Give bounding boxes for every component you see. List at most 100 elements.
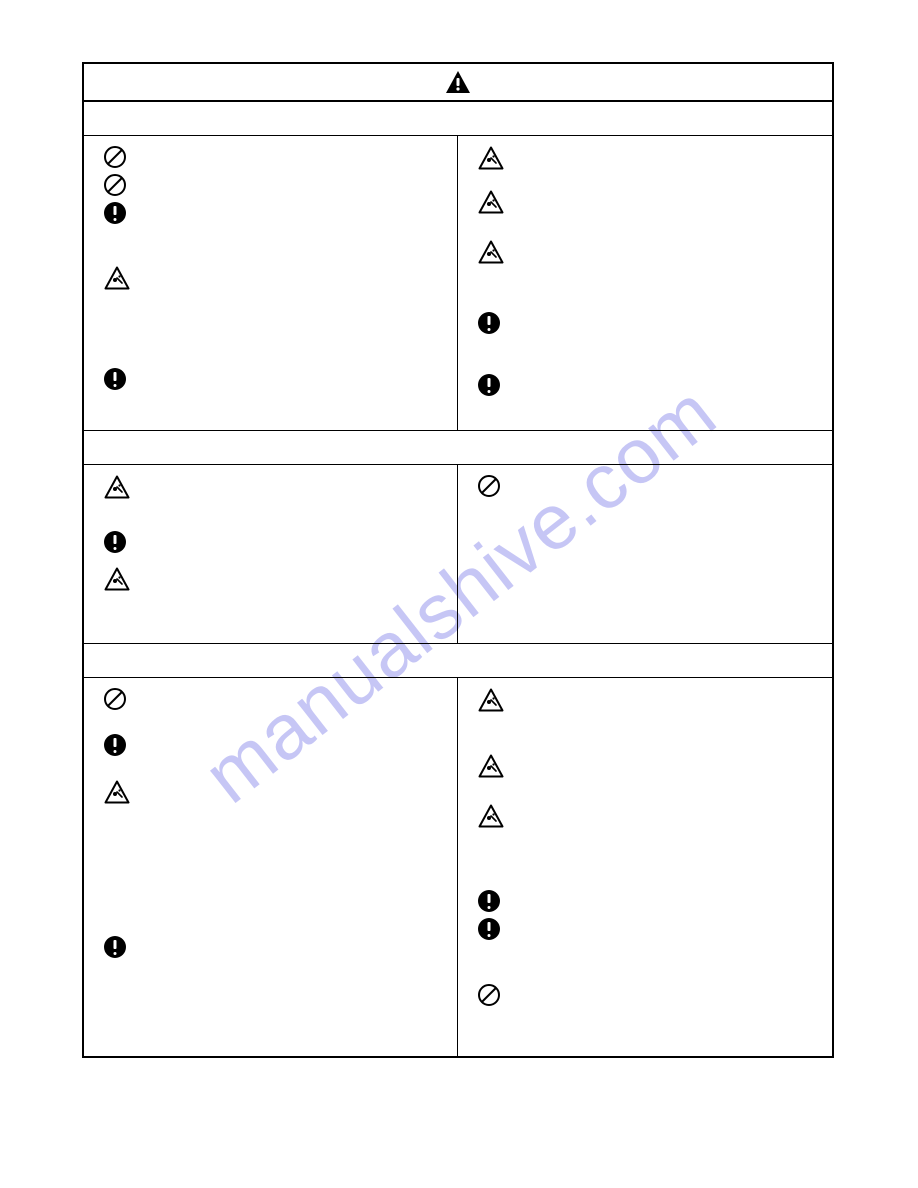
item-body <box>132 734 445 774</box>
item-icon-slot <box>104 146 132 168</box>
safety-table <box>82 62 834 1058</box>
item-body <box>506 146 820 184</box>
item-icon-slot <box>478 312 506 334</box>
mandatory-action-icon <box>478 918 500 940</box>
prohibition-icon <box>104 146 126 168</box>
safety-item <box>478 804 820 884</box>
section-column-left <box>84 678 458 1056</box>
safety-item <box>104 780 445 930</box>
caution-triangle-icon <box>104 475 130 499</box>
section-header <box>84 431 832 465</box>
item-body <box>506 918 820 978</box>
section-column-left <box>84 136 458 430</box>
caution-triangle-icon <box>478 240 504 264</box>
safety-item <box>104 531 445 561</box>
item-icon-slot <box>478 754 506 778</box>
item-body <box>506 190 820 234</box>
safety-item <box>478 374 820 414</box>
prohibition-icon <box>104 174 126 196</box>
safety-item <box>478 984 820 1040</box>
item-body <box>132 174 445 196</box>
item-icon-slot <box>104 780 132 804</box>
item-body <box>132 266 445 362</box>
section-header <box>84 102 832 136</box>
item-body <box>132 146 445 168</box>
section-column-left <box>84 465 458 643</box>
caution-triangle-icon <box>478 688 504 712</box>
caution-triangle-icon <box>478 804 504 828</box>
item-body <box>132 936 445 1026</box>
item-icon-slot <box>478 374 506 396</box>
item-body <box>506 754 820 798</box>
safety-item <box>104 734 445 774</box>
table-title-row <box>84 64 832 102</box>
caution-triangle-icon <box>478 190 504 214</box>
item-body <box>506 984 820 1040</box>
prohibition-icon <box>478 984 500 1006</box>
warning-triangle-solid-icon <box>445 70 471 94</box>
item-body <box>132 475 445 525</box>
item-body <box>132 531 445 561</box>
section-body <box>84 678 832 1056</box>
caution-triangle-icon <box>478 754 504 778</box>
caution-triangle-icon <box>478 146 504 170</box>
safety-item <box>478 754 820 798</box>
mandatory-action-icon <box>104 368 126 390</box>
safety-item <box>478 918 820 978</box>
safety-item <box>104 567 445 627</box>
safety-item <box>478 190 820 234</box>
item-icon-slot <box>104 475 132 499</box>
section-body <box>84 465 832 644</box>
mandatory-action-icon <box>104 531 126 553</box>
item-icon-slot <box>104 266 132 290</box>
mandatory-action-icon <box>104 936 126 958</box>
prohibition-icon <box>478 475 500 497</box>
item-body <box>506 312 820 368</box>
item-body <box>506 804 820 884</box>
safety-item <box>478 146 820 184</box>
item-icon-slot <box>478 475 506 497</box>
item-icon-slot <box>104 567 132 591</box>
mandatory-action-icon <box>478 374 500 396</box>
safety-item <box>104 688 445 728</box>
safety-item <box>104 266 445 362</box>
item-body <box>506 240 820 306</box>
item-icon-slot <box>104 202 132 224</box>
item-icon-slot <box>104 936 132 958</box>
section-column-right <box>458 465 832 643</box>
safety-item <box>478 890 820 912</box>
item-body <box>506 475 820 615</box>
item-body <box>132 688 445 728</box>
safety-item <box>478 240 820 306</box>
caution-triangle-icon <box>104 567 130 591</box>
item-icon-slot <box>104 368 132 390</box>
mandatory-action-icon <box>104 734 126 756</box>
item-icon-slot <box>478 240 506 264</box>
item-body <box>506 374 820 414</box>
item-icon-slot <box>104 174 132 196</box>
item-icon-slot <box>478 890 506 912</box>
safety-item <box>478 312 820 368</box>
safety-item <box>104 146 445 168</box>
mandatory-action-icon <box>478 312 500 334</box>
caution-triangle-icon <box>104 266 130 290</box>
item-icon-slot <box>478 688 506 712</box>
item-body <box>506 890 820 912</box>
mandatory-action-icon <box>478 890 500 912</box>
item-body <box>132 202 445 260</box>
caution-triangle-icon <box>104 780 130 804</box>
item-icon-slot <box>478 804 506 828</box>
item-icon-slot <box>104 688 132 710</box>
item-body <box>132 567 445 627</box>
item-icon-slot <box>478 146 506 170</box>
item-icon-slot <box>104 734 132 756</box>
item-body <box>506 688 820 748</box>
safety-item <box>104 368 445 412</box>
safety-item <box>478 688 820 748</box>
safety-item <box>104 936 445 1026</box>
item-icon-slot <box>104 531 132 553</box>
item-icon-slot <box>478 190 506 214</box>
item-body <box>132 780 445 930</box>
item-body <box>132 368 445 412</box>
section-column-right <box>458 136 832 430</box>
